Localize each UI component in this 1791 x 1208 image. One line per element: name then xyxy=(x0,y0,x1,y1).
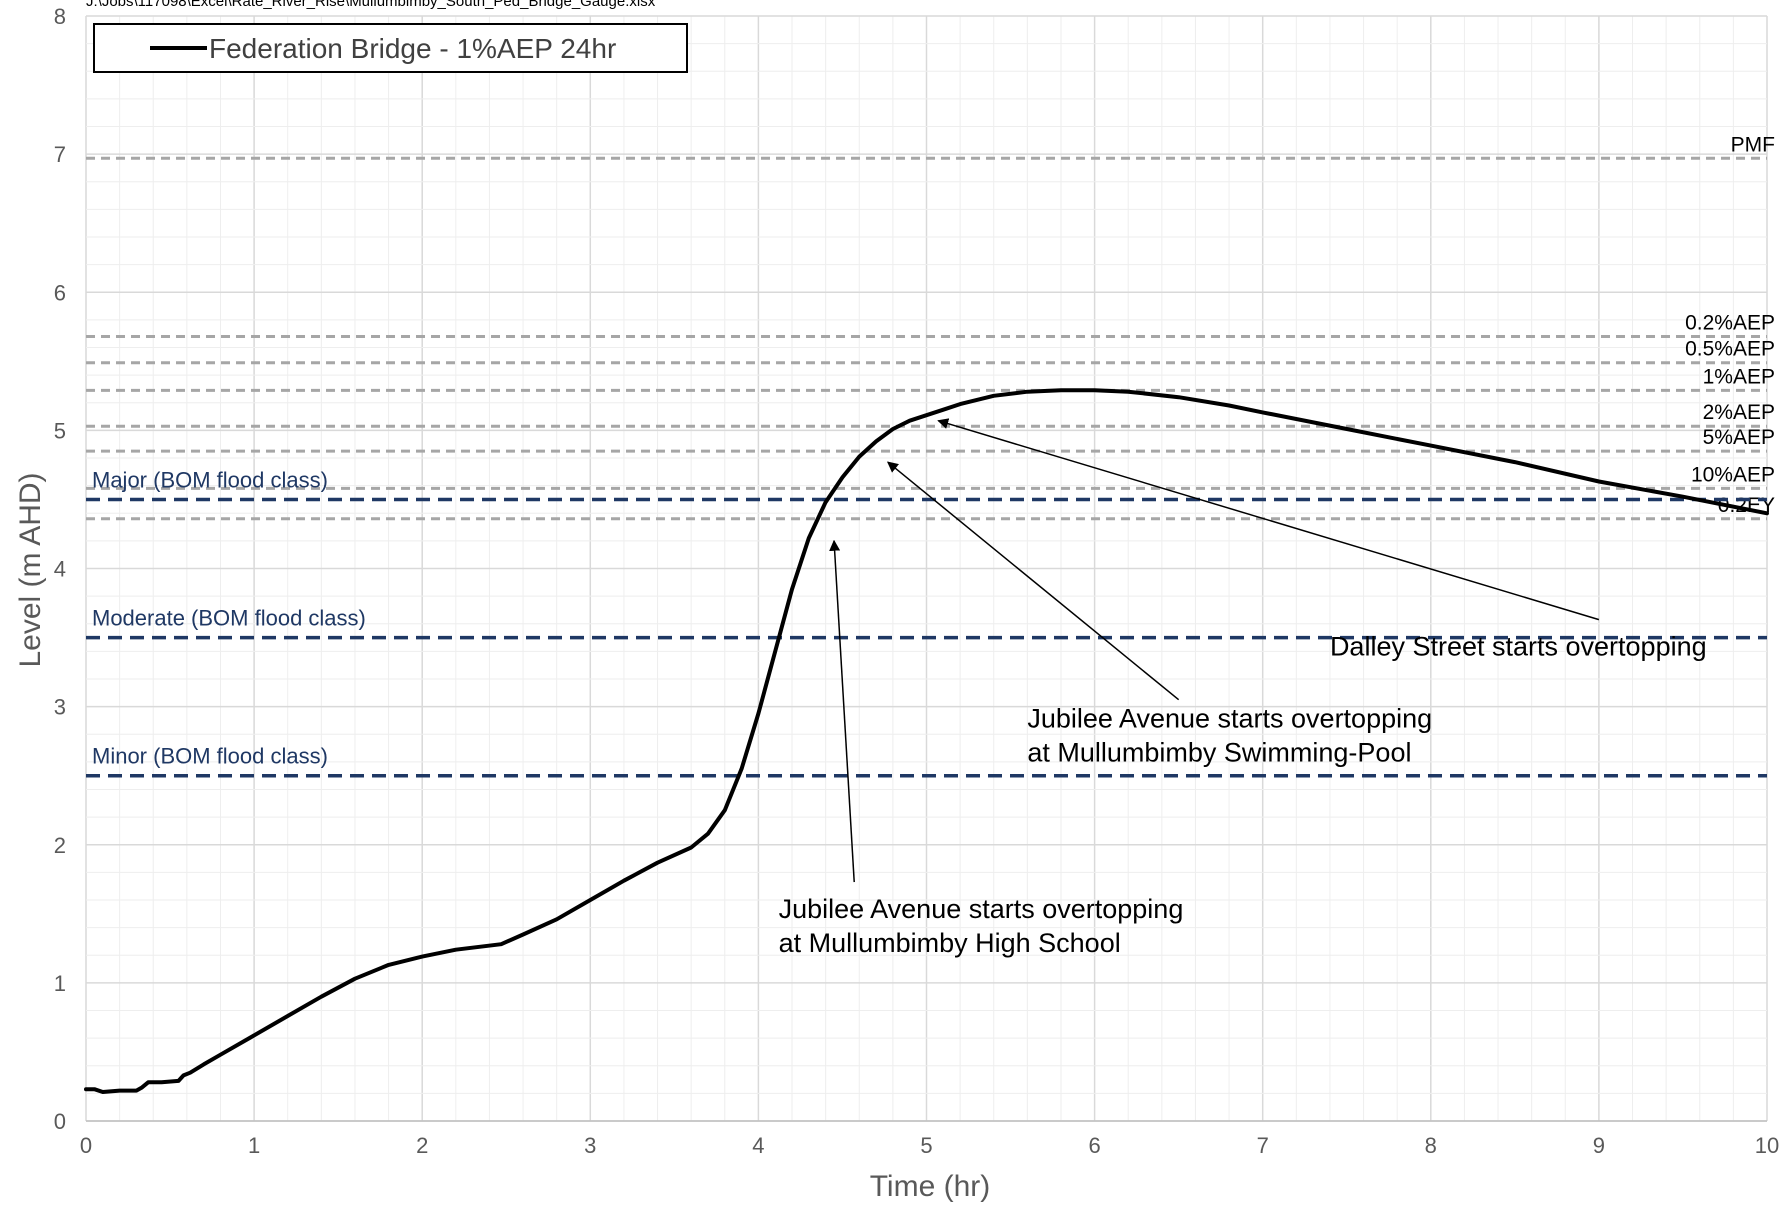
y-tick-label: 6 xyxy=(54,280,66,305)
x-tick-label: 4 xyxy=(752,1133,764,1158)
reference-line-label: 2%AEP xyxy=(1703,401,1775,424)
legend: Federation Bridge - 1%AEP 24hr xyxy=(93,23,688,73)
annotation-text: at Mullumbimby High School xyxy=(779,928,1121,958)
flood-class-lines: Major (BOM flood class) Moderate (BOM flo… xyxy=(86,467,1767,778)
annotation-text: Jubilee Avenue starts overtopping xyxy=(779,894,1184,924)
y-tick-label: 7 xyxy=(54,142,66,167)
legend-label: Federation Bridge - 1%AEP 24hr xyxy=(209,33,616,64)
annotation-arrow xyxy=(886,461,1180,701)
x-tick-label: 9 xyxy=(1593,1133,1605,1158)
annotation-text: Dalley Street starts overtopping xyxy=(1330,632,1707,662)
reference-line-label: 0.2%AEP xyxy=(1685,311,1775,334)
annotation-arrow xyxy=(829,539,855,883)
reference-line-label: 0.5%AEP xyxy=(1685,338,1775,361)
series-lines xyxy=(84,388,1769,1094)
y-tick-label: 1 xyxy=(54,971,66,996)
reference-lines: PMF0.2%AEP0.5%AEP1%AEP2%AEP5%AEP10%AEP0.… xyxy=(86,133,1775,521)
annotation-text: Jubilee Avenue starts overtopping xyxy=(1027,703,1432,733)
x-tick-label: 2 xyxy=(416,1133,428,1158)
x-tick-label: 10 xyxy=(1755,1133,1779,1158)
file-path: J:\Jobs\117098\Excel\Rate_River_Rise\Mul… xyxy=(86,0,656,10)
y-tick-label: 8 xyxy=(54,4,66,29)
reference-line-label: 10%AEP xyxy=(1691,463,1775,486)
y-tick-label: 0 xyxy=(54,1109,66,1134)
x-tick-label: 7 xyxy=(1257,1133,1269,1158)
annotations: Dalley Street starts overtopping Jubilee … xyxy=(779,418,1707,958)
annotation-arrow xyxy=(937,418,1600,621)
series-line xyxy=(84,388,1769,1094)
x-axis-title: Time (hr) xyxy=(870,1170,991,1203)
y-axis-title: Level (m AHD) xyxy=(14,472,47,667)
x-tick-label: 5 xyxy=(920,1133,932,1158)
reference-line-label: 5%AEP xyxy=(1703,426,1775,449)
y-tick-label: 2 xyxy=(54,833,66,858)
annotation-text: at Mullumbimby Swimming-Pool xyxy=(1027,737,1411,767)
y-tick-label: 5 xyxy=(54,418,66,443)
flood-class-label: Major (BOM flood class) xyxy=(92,467,328,492)
flood-class-label: Moderate (BOM flood class) xyxy=(92,606,366,631)
flood-class-label: Minor (BOM flood class) xyxy=(92,744,328,769)
x-tick-label: 3 xyxy=(584,1133,596,1158)
reference-line-label: PMF xyxy=(1731,133,1775,156)
x-tick-label: 6 xyxy=(1088,1133,1100,1158)
x-tick-label: 8 xyxy=(1425,1133,1437,1158)
tick-labels: 0 1 2 3 4 5 6 7 8 9 10 0 1 2 3 4 5 6 7 8 xyxy=(54,4,1779,1158)
x-tick-label: 0 xyxy=(80,1133,92,1158)
reference-line-label: 1%AEP xyxy=(1703,365,1775,388)
y-tick-label: 4 xyxy=(54,557,66,582)
y-tick-label: 3 xyxy=(54,695,66,720)
x-tick-label: 1 xyxy=(248,1133,260,1158)
grid xyxy=(85,15,1768,1122)
